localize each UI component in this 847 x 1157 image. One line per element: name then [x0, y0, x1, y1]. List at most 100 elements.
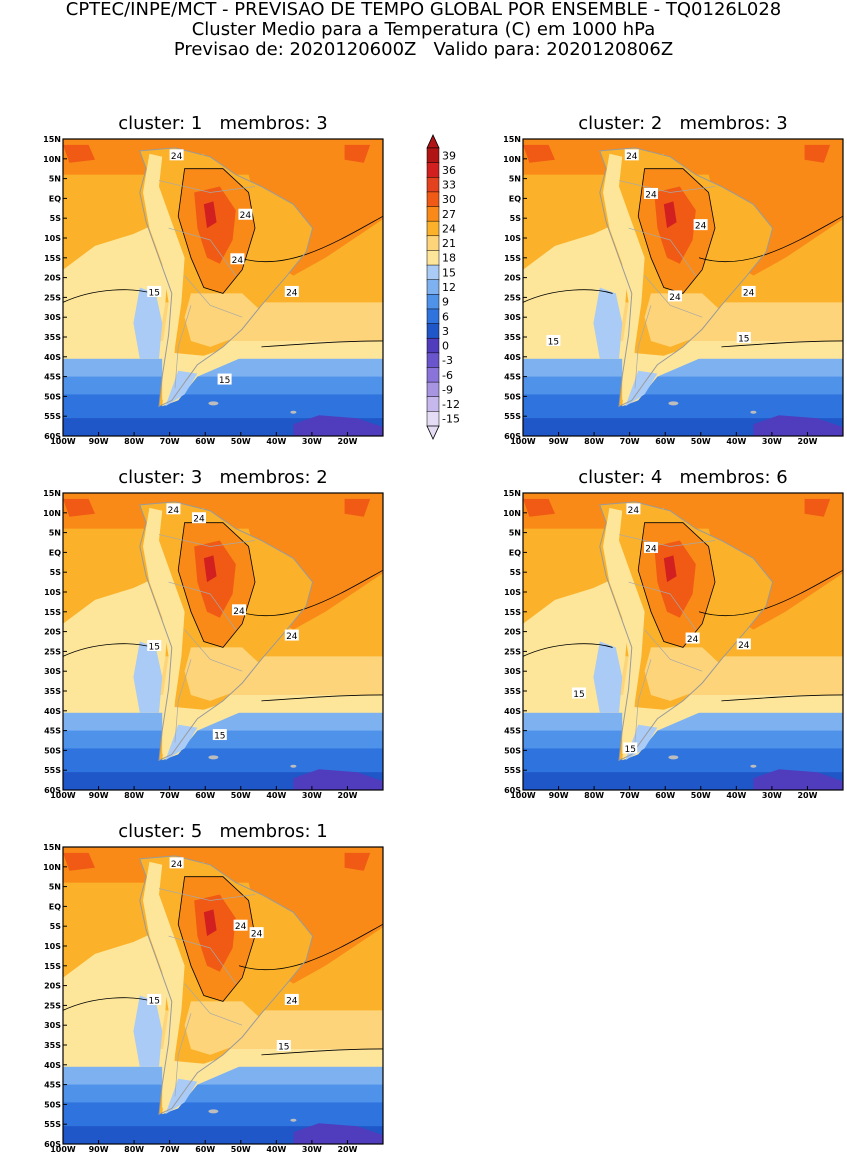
lat-tick-label: 10N — [43, 155, 61, 164]
contour-label: 24 — [284, 285, 299, 298]
colorbar-swatch — [426, 162, 440, 179]
lon-tick-label: 20W — [337, 437, 357, 446]
lon-tick-label: 30W — [302, 1145, 322, 1154]
map-panel-1: 24 24 24 24 15 15 15N 10N 5N EQ 5S 10S 15S 20S 25S 30S 3… — [43, 135, 384, 446]
svg-text:24: 24 — [645, 190, 657, 200]
colorbar-label: 27 — [442, 208, 456, 221]
colorbar-label: 6 — [442, 310, 449, 323]
lat-tick-label: 40S — [504, 707, 521, 716]
colorbar-label: 36 — [442, 164, 456, 177]
lat-tick-label: 20S — [44, 274, 61, 283]
colorbar-swatch — [426, 396, 440, 413]
svg-text:24: 24 — [743, 288, 755, 298]
contour-label: 24 — [644, 187, 658, 200]
svg-text:24: 24 — [738, 641, 750, 651]
lon-tick-label: 30W — [762, 791, 782, 800]
lat-tick-label: 40S — [44, 1061, 61, 1070]
svg-text:24: 24 — [168, 506, 180, 516]
svg-text:15: 15 — [278, 1042, 289, 1052]
lat-tick-label: 5N — [49, 175, 61, 184]
lat-tick-label: 25S — [44, 1001, 61, 1010]
lon-tick-label: 70W — [160, 437, 180, 446]
contour-label: 15 — [217, 373, 232, 386]
lat-tick-label: EQ — [509, 548, 521, 557]
lon-tick-label: 40W — [266, 1145, 286, 1154]
lon-tick-label: 70W — [620, 791, 640, 800]
lat-tick-label: 30S — [44, 313, 61, 322]
lat-tick-label: 10S — [44, 942, 61, 951]
lat-tick-label: 25S — [504, 647, 521, 656]
colorbar-swatch — [426, 264, 440, 281]
panel-1-title: cluster: 1 membros: 3 — [118, 113, 328, 134]
colorbar-swatch — [426, 191, 440, 208]
colorbar-swatch — [426, 294, 440, 310]
svg-text:15: 15 — [738, 334, 749, 344]
contour-label: 15 — [546, 334, 561, 347]
lat-tick-label: 10S — [504, 234, 521, 243]
contour-label: 24 — [284, 629, 299, 642]
lat-tick-label: 20S — [44, 628, 61, 637]
panel-4-title: cluster: 4 membros: 6 — [578, 467, 788, 488]
lat-tick-label: 60S — [44, 786, 61, 795]
lon-tick-label: 80W — [584, 437, 604, 446]
lon-tick-label: 30W — [302, 791, 322, 800]
lon-tick-label: 60W — [195, 1145, 215, 1154]
lon-tick-label: 90W — [89, 791, 109, 800]
contour-label: 24 — [249, 927, 264, 940]
lon-tick-label: 90W — [549, 791, 569, 800]
contour-label: 15 — [147, 285, 162, 298]
lat-tick-label: 15S — [44, 254, 61, 263]
map-panel-5: 24 24 24 24 15 15 15N 10N 5N EQ 5S 10S 15S 20S 25S 30S 3… — [43, 843, 384, 1154]
colorbar-label: -9 — [442, 383, 453, 396]
lat-tick-label: 15N — [503, 489, 521, 498]
lat-tick-label: 5S — [50, 568, 62, 577]
lat-tick-label: EQ — [509, 194, 521, 203]
lat-tick-label: 25S — [504, 293, 521, 302]
panel-2-title: cluster: 2 membros: 3 — [578, 113, 788, 134]
lat-tick-label: 35S — [44, 333, 61, 342]
contour-label: 24 — [232, 604, 246, 617]
header-line-1: CPTEC/INPE/MCT - PREVISAO DE TEMPO GLOBA… — [65, 0, 782, 20]
contour-label: 24 — [736, 638, 751, 651]
lon-tick-label: 80W — [584, 791, 604, 800]
contour-label: 24 — [644, 541, 658, 554]
lon-tick-label: 100W — [50, 437, 76, 446]
colorbar-label: 0 — [442, 340, 449, 353]
colorbar-label: 15 — [442, 266, 456, 279]
lat-tick-label: 40S — [44, 353, 61, 362]
colorbar-label: -6 — [442, 369, 453, 382]
lat-tick-label: 50S — [504, 392, 521, 401]
svg-text:24: 24 — [628, 506, 640, 516]
svg-text:24: 24 — [687, 635, 699, 645]
lat-tick-label: EQ — [49, 548, 61, 557]
svg-text:24: 24 — [645, 544, 657, 554]
svg-text:24: 24 — [286, 996, 298, 1006]
svg-text:24: 24 — [695, 222, 707, 232]
lat-tick-label: 45S — [44, 373, 61, 382]
lon-tick-label: 20W — [797, 437, 817, 446]
lat-tick-label: 10N — [43, 863, 61, 872]
lon-tick-label: 70W — [160, 1145, 180, 1154]
lon-tick-label: 80W — [124, 437, 144, 446]
colorbar-swatch — [426, 411, 440, 427]
lon-tick-label: 100W — [510, 437, 536, 446]
lat-tick-label: 55S — [44, 766, 61, 775]
svg-text:15: 15 — [148, 996, 159, 1006]
lon-tick-label: 80W — [124, 1145, 144, 1154]
lat-tick-label: 40S — [44, 707, 61, 716]
lon-tick-label: 80W — [124, 791, 144, 800]
lat-tick-label: 50S — [44, 392, 61, 401]
lat-tick-label: 5S — [510, 214, 522, 223]
colorbar-swatch — [426, 352, 440, 369]
lat-tick-label: EQ — [49, 902, 61, 911]
contour-label: 24 — [230, 253, 245, 266]
lat-tick-label: 20S — [44, 982, 61, 991]
svg-text:24: 24 — [232, 256, 244, 266]
colorbar-label: 21 — [442, 237, 456, 250]
svg-text:15: 15 — [219, 376, 230, 386]
contour-label: 24 — [284, 993, 299, 1006]
lon-tick-label: 30W — [762, 437, 782, 446]
lat-tick-label: 45S — [44, 1081, 61, 1090]
lon-tick-label: 70W — [620, 437, 640, 446]
svg-text:24: 24 — [193, 515, 205, 525]
